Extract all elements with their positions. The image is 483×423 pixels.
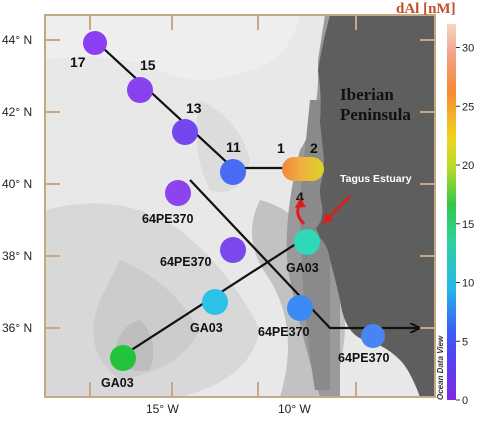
station-label-64PE370-a: 64PE370 [142, 212, 193, 226]
station-labels: 17 15 13 11 1 2 4 64PE370 64PE370 GA03 G… [70, 54, 389, 390]
colorbar-tick-label: 15 [462, 219, 474, 231]
lat-axis: 44° N 42° N 40° N 38° N 36° N [2, 33, 435, 335]
station-label-GA03-a: GA03 [190, 321, 223, 335]
station-label-11: 11 [226, 139, 241, 155]
iberian-peninsula-land [316, 15, 435, 397]
colorbar-title: dAl [nM] [396, 1, 456, 17]
colorbar-tick-label: 5 [462, 336, 468, 348]
colorbar-tick-label: 0 [462, 395, 468, 407]
lon-label-15w: 15° W [146, 402, 179, 416]
station-label-GA03-c: GA03 [286, 261, 319, 275]
station-label-GA03-b: GA03 [101, 376, 134, 390]
map-frame [44, 14, 436, 398]
colorbar-tick-label: 20 [462, 160, 474, 172]
colorbar-tick-label: 10 [462, 278, 474, 290]
station-13 [172, 119, 198, 145]
station-GA03-c [294, 229, 320, 255]
land-label-line2: Peninsula [340, 105, 411, 124]
land-label-line1: Iberian [340, 85, 394, 104]
colorbar-tick-label: 25 [462, 101, 474, 113]
station-label-64PE370-d: 64PE370 [338, 351, 389, 365]
station-label-4: 4 [296, 189, 304, 205]
track-southeast [189, 179, 418, 328]
colorbar-gradient [447, 24, 456, 400]
stations [83, 31, 385, 371]
station-17 [83, 31, 107, 55]
colorbar-ticks: 30 25 20 15 10 5 0 [456, 43, 474, 407]
lon-label-10w: 10° W [278, 402, 311, 416]
station-label-15: 15 [140, 57, 156, 73]
station-label-13: 13 [186, 100, 202, 116]
lon-axis: 15° W 10° W [89, 15, 357, 416]
station-label-1: 1 [277, 140, 285, 156]
lat-label-38: 38° N [2, 249, 32, 263]
station-1-2 [282, 157, 324, 181]
colorbar-tick-label: 30 [462, 43, 474, 55]
station-label-64PE370-c: 64PE370 [258, 325, 309, 339]
lat-label-36: 36° N [2, 321, 32, 335]
odv-watermark: Ocean Data View [436, 335, 445, 400]
station-64PE370-b [220, 237, 246, 263]
station-label-2: 2 [310, 140, 318, 156]
lat-label-40: 40° N [2, 177, 32, 191]
lat-label-42: 42° N [2, 105, 32, 119]
estuary-label: Tagus Estuary [340, 173, 412, 185]
station-64PE370-d [361, 324, 385, 348]
estuary-arrow [325, 195, 351, 221]
station-64PE370-a [165, 180, 191, 206]
station-64PE370-c [287, 295, 313, 321]
lat-label-44: 44° N [2, 33, 32, 47]
station-11 [220, 159, 246, 185]
estuary-arrowhead [322, 213, 333, 224]
station-label-64PE370-b: 64PE370 [160, 255, 211, 269]
station-label-17: 17 [70, 54, 86, 70]
station-15 [127, 77, 153, 103]
colorbar: dAl [nM] 30 25 20 15 10 5 0 [396, 1, 474, 407]
flow-arrowhead [295, 198, 306, 208]
station-GA03-b [110, 345, 136, 371]
station-GA03-a [202, 289, 228, 315]
